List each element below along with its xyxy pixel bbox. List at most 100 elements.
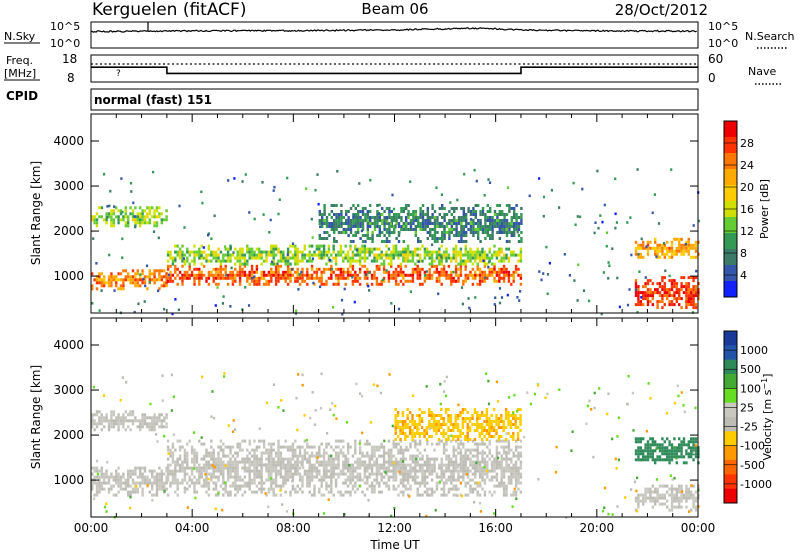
range-time-cell	[493, 467, 495, 470]
range-time-cell	[301, 482, 303, 485]
range-time-cell	[385, 257, 387, 260]
range-time-cell	[125, 215, 127, 218]
range-time-cell	[172, 458, 174, 461]
range-time-cell	[457, 423, 459, 426]
range-time-cell	[434, 228, 436, 231]
range-time-cell	[517, 470, 519, 473]
range-time-cell	[652, 485, 654, 488]
range-time-cell	[165, 413, 167, 416]
range-time-cell	[663, 242, 665, 245]
range-time-cell	[161, 473, 163, 476]
range-time-cell	[493, 245, 495, 248]
range-time-cell	[520, 219, 522, 222]
range-time-cell	[498, 461, 500, 464]
range-time-cell	[400, 482, 402, 485]
range-time-cell	[479, 274, 481, 277]
range-time-cell	[364, 265, 366, 268]
range-time-cell	[489, 440, 491, 443]
power-data-layer	[91, 168, 700, 315]
range-time-cell	[115, 482, 117, 485]
range-time-cell	[277, 470, 279, 473]
range-time-cell	[410, 290, 412, 293]
range-time-cell	[455, 245, 457, 248]
range-time-cell	[435, 414, 437, 417]
range-time-cell	[397, 414, 399, 417]
range-time-cell	[149, 218, 151, 221]
range-time-cell	[253, 280, 255, 283]
range-time-cell	[316, 248, 318, 251]
range-time-cell	[337, 277, 339, 280]
range-time-cell	[433, 464, 435, 467]
range-time-cell	[448, 274, 450, 277]
range-time-cell	[508, 280, 510, 283]
range-time-cell	[225, 268, 227, 271]
range-time-cell	[443, 429, 445, 432]
range-time-cell	[390, 257, 392, 260]
range-time-cell	[253, 275, 255, 278]
range-time-cell	[414, 426, 416, 429]
range-time-cell	[483, 260, 485, 263]
range-time-cell	[450, 414, 452, 417]
range-time-cell	[237, 488, 239, 491]
range-time-cell	[463, 234, 465, 237]
range-time-cell	[685, 485, 687, 488]
noise-tick-right-bottom: 10^0	[708, 37, 738, 50]
range-time-cell	[108, 428, 110, 431]
range-time-cell	[503, 274, 505, 277]
range-time-cell	[364, 213, 366, 216]
range-time-cell	[345, 482, 347, 485]
range-time-cell	[654, 503, 656, 506]
range-time-cell	[383, 461, 385, 464]
range-time-cell	[426, 491, 428, 494]
range-time-cell	[416, 414, 418, 417]
range-time-cell	[443, 476, 445, 479]
range-time-cell	[690, 455, 692, 458]
range-time-cell	[419, 420, 421, 423]
range-time-cell	[261, 274, 263, 277]
range-time-cell	[395, 237, 397, 240]
range-time-cell	[410, 225, 412, 228]
range-time-cell	[690, 303, 692, 306]
range-time-cell	[301, 274, 303, 277]
range-time-cell	[249, 440, 251, 443]
range-time-cell	[273, 274, 275, 277]
range-time-cell	[362, 213, 364, 216]
range-time-cell	[335, 257, 337, 260]
range-time-cell	[149, 281, 151, 284]
range-time-cell	[321, 494, 323, 497]
range-time-cell	[323, 458, 325, 461]
range-time-cell	[438, 426, 440, 429]
range-time-cell	[692, 288, 694, 291]
range-time-cell	[637, 168, 639, 171]
range-time-cell	[373, 479, 375, 482]
range-time-cell	[156, 473, 158, 476]
range-time-cell	[676, 506, 678, 509]
range-time-cell	[671, 446, 673, 449]
range-time-cell	[275, 470, 277, 473]
range-time-cell	[330, 271, 332, 274]
range-time-cell	[407, 257, 409, 260]
range-time-cell	[306, 476, 308, 479]
range-time-cell	[345, 228, 347, 231]
range-time-cell	[347, 467, 349, 470]
range-time-cell	[127, 491, 129, 494]
range-time-cell	[378, 485, 380, 488]
range-time-cell	[215, 283, 217, 286]
range-time-cell	[167, 467, 169, 470]
range-time-cell	[318, 280, 320, 283]
range-time-cell	[407, 473, 409, 476]
range-time-cell	[445, 455, 447, 458]
range-time-cell	[333, 251, 335, 254]
range-time-cell	[376, 482, 378, 485]
range-time-cell	[453, 222, 455, 225]
range-time-cell	[507, 414, 509, 417]
range-time-cell	[163, 269, 165, 272]
range-time-cell	[120, 177, 122, 180]
range-time-cell	[400, 467, 402, 470]
range-time-cell	[443, 268, 445, 271]
range-time-cell	[144, 467, 146, 470]
range-time-cell	[403, 210, 405, 213]
range-time-cell	[431, 458, 433, 461]
range-time-cell	[229, 305, 231, 308]
range-time-cell	[649, 494, 651, 497]
